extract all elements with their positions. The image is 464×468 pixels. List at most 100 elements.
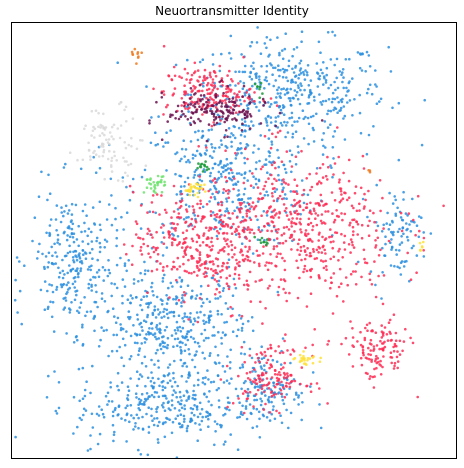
data-point [299, 228, 302, 231]
data-point [254, 393, 258, 396]
data-point [246, 157, 249, 161]
data-point [262, 408, 266, 411]
data-point [309, 210, 312, 213]
data-point [119, 323, 122, 326]
data-point [218, 64, 222, 68]
data-point [72, 341, 76, 344]
data-point [91, 364, 94, 368]
data-point [132, 282, 136, 285]
data-point [246, 387, 250, 391]
data-point [245, 417, 249, 421]
data-point [186, 284, 190, 288]
data-point [289, 210, 292, 214]
data-point [176, 414, 180, 418]
data-point [116, 179, 120, 182]
data-point [14, 278, 17, 282]
data-point [137, 416, 140, 420]
data-point [226, 135, 229, 138]
data-point [160, 316, 163, 319]
data-point [178, 390, 182, 394]
data-point [198, 75, 201, 79]
data-point [394, 198, 398, 202]
data-point [239, 142, 242, 145]
data-point [215, 388, 219, 392]
data-point [254, 182, 258, 186]
data-point [272, 247, 276, 251]
data-point [123, 262, 127, 265]
data-point [281, 197, 284, 201]
data-point [333, 97, 337, 101]
data-point [286, 374, 290, 378]
data-point [259, 403, 263, 407]
data-point [264, 76, 268, 79]
data-point [429, 232, 433, 235]
data-point [131, 177, 135, 181]
data-point [165, 264, 169, 268]
data-point [122, 243, 126, 246]
data-point [215, 190, 218, 194]
data-point [362, 353, 365, 357]
data-point [192, 389, 195, 393]
data-point [283, 70, 286, 74]
data-point [411, 197, 414, 201]
data-point [221, 220, 225, 224]
data-point [259, 365, 263, 368]
data-point [318, 246, 322, 250]
data-point [98, 241, 102, 245]
data-point [254, 361, 257, 364]
data-point [160, 190, 164, 194]
data-point [114, 206, 117, 210]
data-point [174, 332, 178, 335]
data-point [187, 396, 190, 399]
data-point [285, 299, 289, 303]
data-point [221, 84, 224, 87]
data-point [281, 57, 285, 61]
data-point [306, 64, 310, 67]
data-point [289, 212, 293, 216]
data-point [136, 384, 139, 388]
data-point [249, 197, 252, 200]
data-point [242, 81, 246, 85]
data-point [229, 106, 233, 109]
data-point [282, 287, 285, 291]
data-point [332, 272, 336, 275]
data-point [209, 179, 212, 183]
data-point [211, 63, 215, 66]
data-point [150, 201, 154, 204]
data-point [270, 376, 274, 379]
data-point [146, 453, 150, 457]
data-point [248, 247, 251, 251]
data-point [367, 54, 371, 57]
data-point [289, 361, 292, 365]
data-point [74, 290, 77, 293]
data-point [305, 363, 308, 367]
data-point [275, 96, 278, 99]
data-point [203, 357, 206, 360]
data-point [120, 215, 123, 219]
data-point [226, 396, 230, 400]
data-point [331, 312, 335, 315]
data-point [90, 134, 93, 137]
data-point [311, 371, 315, 374]
data-point [248, 216, 252, 220]
data-point [40, 170, 43, 174]
data-point [172, 389, 176, 392]
data-point [123, 108, 126, 112]
data-point [95, 239, 98, 243]
data-point [329, 286, 332, 290]
data-point [245, 91, 248, 94]
data-point [307, 239, 310, 243]
data-point [386, 339, 390, 342]
data-point [273, 417, 277, 421]
data-point [172, 371, 175, 375]
data-point [190, 100, 193, 103]
data-point [327, 86, 330, 90]
data-point [60, 211, 63, 214]
data-point [81, 366, 85, 370]
data-point [107, 354, 110, 358]
data-point [158, 384, 161, 388]
data-point [258, 360, 261, 364]
data-point [234, 286, 238, 290]
data-point [179, 345, 182, 349]
data-point [361, 154, 365, 158]
